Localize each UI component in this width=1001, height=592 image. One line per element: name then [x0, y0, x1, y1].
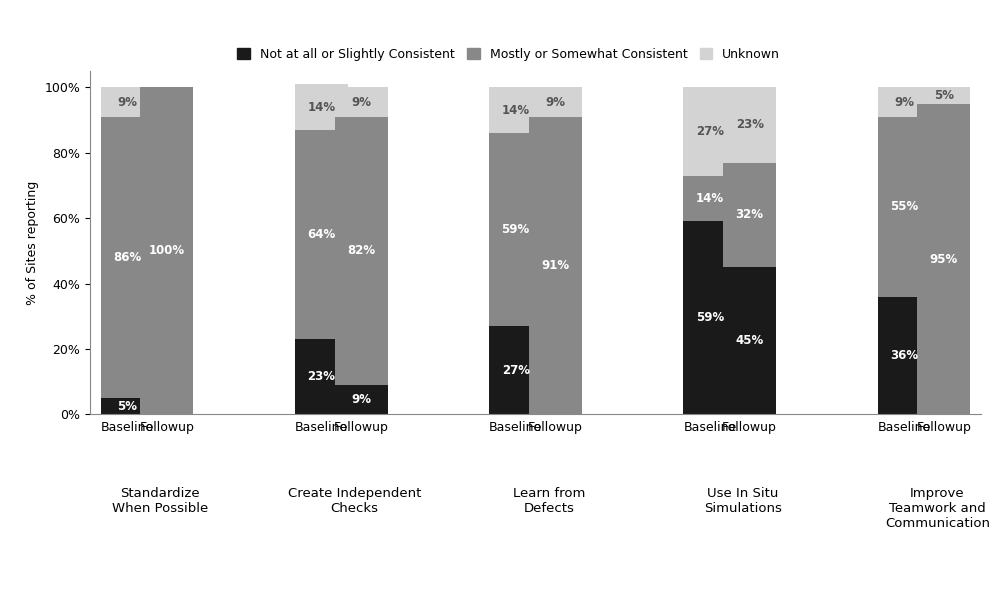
Text: 86%: 86%: [113, 251, 141, 264]
Bar: [334, 385, 387, 414]
Text: 14%: 14%: [307, 101, 335, 114]
Text: 59%: 59%: [502, 223, 530, 236]
Bar: [529, 88, 582, 117]
Text: 27%: 27%: [696, 125, 724, 138]
Text: 9%: 9%: [351, 95, 371, 108]
Text: 100%: 100%: [149, 244, 185, 258]
Bar: [489, 88, 543, 133]
Bar: [917, 88, 970, 104]
Bar: [101, 398, 154, 414]
Text: 14%: 14%: [696, 192, 724, 205]
Text: 82%: 82%: [347, 244, 375, 258]
Y-axis label: % of Sites reporting: % of Sites reporting: [26, 181, 39, 305]
Bar: [684, 88, 737, 176]
Bar: [723, 267, 776, 414]
Text: 5%: 5%: [934, 89, 954, 102]
Text: 91%: 91%: [542, 259, 570, 272]
Text: 23%: 23%: [307, 370, 335, 383]
Bar: [295, 130, 348, 339]
Bar: [723, 88, 776, 163]
Text: 5%: 5%: [117, 400, 137, 413]
Bar: [489, 326, 543, 414]
Bar: [140, 88, 193, 414]
Bar: [529, 117, 582, 414]
Bar: [334, 117, 387, 385]
Text: 23%: 23%: [736, 118, 764, 131]
Bar: [334, 88, 387, 117]
Text: 9%: 9%: [117, 95, 137, 108]
Text: Improve
Teamwork and
Communication: Improve Teamwork and Communication: [885, 487, 990, 530]
Text: 9%: 9%: [351, 393, 371, 406]
Bar: [878, 117, 931, 297]
Bar: [917, 104, 970, 414]
Bar: [101, 117, 154, 398]
Bar: [723, 163, 776, 267]
Bar: [295, 339, 348, 414]
Text: 9%: 9%: [894, 95, 914, 108]
Text: 9%: 9%: [546, 95, 566, 108]
Text: 27%: 27%: [502, 363, 530, 377]
Bar: [295, 84, 348, 130]
Legend: Not at all or Slightly Consistent, Mostly or Somewhat Consistent, Unknown: Not at all or Slightly Consistent, Mostl…: [232, 43, 785, 66]
Bar: [684, 221, 737, 414]
Text: 64%: 64%: [307, 228, 335, 241]
Bar: [101, 88, 154, 117]
Text: 14%: 14%: [502, 104, 530, 117]
Bar: [878, 297, 931, 414]
Text: 95%: 95%: [930, 253, 958, 266]
Text: 55%: 55%: [890, 200, 918, 213]
Text: 36%: 36%: [890, 349, 918, 362]
Bar: [878, 88, 931, 117]
Text: Standardize
When Possible: Standardize When Possible: [112, 487, 208, 514]
Bar: [684, 176, 737, 221]
Bar: [489, 133, 543, 326]
Text: Use In Situ
Simulations: Use In Situ Simulations: [704, 487, 782, 514]
Text: Create Independent
Checks: Create Independent Checks: [288, 487, 421, 514]
Text: 32%: 32%: [736, 208, 764, 221]
Text: 45%: 45%: [736, 334, 764, 348]
Text: Learn from
Defects: Learn from Defects: [513, 487, 585, 514]
Text: 59%: 59%: [696, 311, 724, 324]
